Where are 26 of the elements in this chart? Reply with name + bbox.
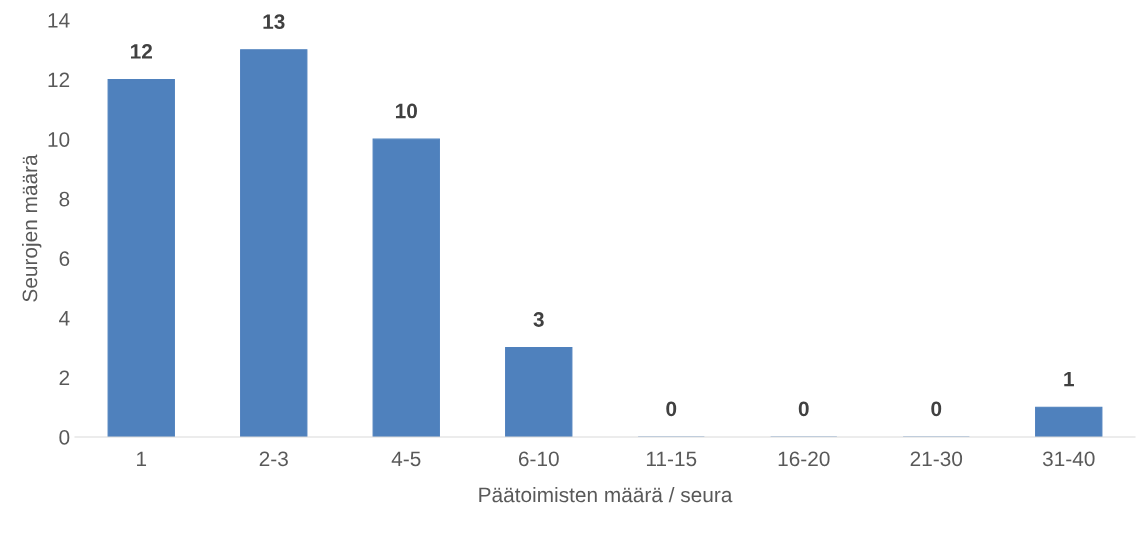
y-tick-label: 10 [48, 132, 70, 147]
x-tick-label: 21-30 [910, 451, 963, 467]
x-tick-label: 11-15 [646, 451, 697, 467]
x-axis-title: Päätoimisten määrä / seura [479, 486, 733, 503]
data-label: 10 [395, 103, 417, 119]
y-axis-title: Seurojen määrä [21, 154, 42, 302]
x-tick-label: 31-40 [1042, 451, 1095, 467]
y-tick-label: 8 [59, 191, 70, 207]
y-tick-label: 14 [48, 13, 70, 28]
x-tick-label: 4-5 [391, 451, 421, 467]
data-label: 3 [533, 312, 544, 327]
x-tick-label: 16-20 [778, 451, 830, 467]
data-label: 0 [798, 401, 809, 417]
data-label: 1 [1064, 371, 1074, 387]
data-label: 0 [931, 401, 942, 417]
y-tick-label: 0 [59, 430, 70, 445]
data-label: 0 [666, 401, 677, 417]
x-tick-label: 2-3 [259, 451, 288, 467]
y-tick-label: 4 [59, 311, 70, 326]
y-tick-label: 12 [48, 72, 70, 88]
y-tick-label: 6 [59, 251, 70, 267]
data-label: 13 [263, 14, 285, 30]
x-tick-label: 6-10 [518, 451, 559, 467]
data-label: 12 [130, 44, 152, 59]
y-tick-label: 2 [59, 370, 70, 385]
x-tick-label: 1 [137, 451, 147, 466]
